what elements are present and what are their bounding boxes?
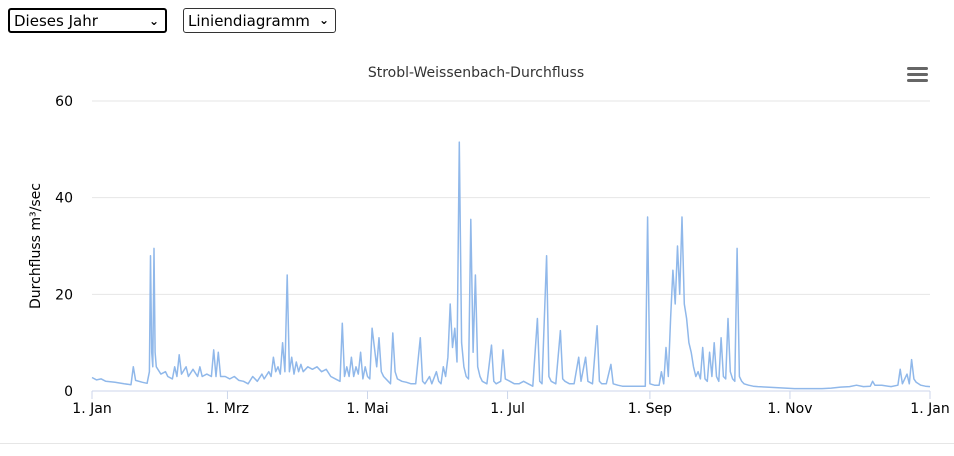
chart-type-select-value: Liniendiagramm [188, 11, 310, 30]
grid-lines [92, 100, 930, 295]
x-tick-label: 1. Mrz [206, 401, 249, 417]
x-tick-label: 1. Jan [72, 401, 111, 417]
x-tick-label: 1. Sep [628, 401, 672, 417]
y-tick-label: 0 [64, 384, 73, 400]
y-tick-label: 40 [55, 191, 73, 207]
hamburger-menu-icon[interactable] [902, 62, 932, 88]
y-tick-label: 60 [55, 94, 73, 110]
x-tick-label: 1. Jan [910, 401, 949, 417]
x-tick-label: 1. Mai [346, 401, 388, 417]
y-axis-title: Durchfluss m³/sec [28, 183, 44, 309]
x-tick-label: 1. Jul [490, 401, 525, 417]
y-axis-ticks: 0 20 40 60 [55, 94, 73, 400]
period-select-value: Dieses Jahr [14, 11, 98, 30]
chevron-down-icon: ⌄ [148, 14, 159, 28]
chart-type-select[interactable]: Liniendiagramm ⌄ [183, 8, 336, 33]
series-line [91, 141, 931, 390]
divider [0, 443, 954, 444]
period-select[interactable]: Dieses Jahr ⌄ [8, 8, 167, 33]
x-tick-label: 1. Nov [767, 401, 812, 417]
x-axis: 1. Jan 1. Mrz 1. Mai 1. Jul 1. Sep 1. Nov 1. J… [72, 390, 950, 417]
y-tick-label: 20 [55, 287, 73, 303]
chart-title: Strobl-Weissenbach-Durchfluss [368, 65, 584, 81]
chart: Strobl-Weissenbach-Durchfluss Durchfluss… [28, 62, 950, 417]
chevron-down-icon: ⌄ [318, 13, 329, 27]
